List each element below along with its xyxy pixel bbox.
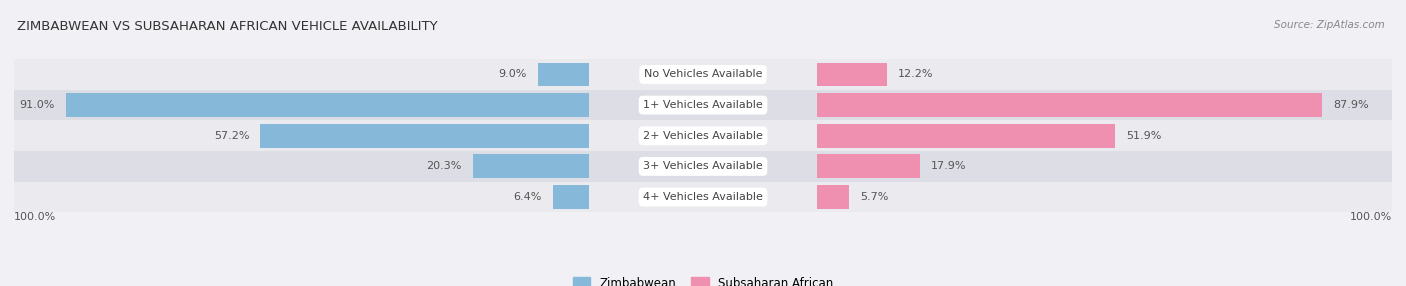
Text: 51.9%: 51.9% <box>1126 131 1161 141</box>
Text: 3+ Vehicles Available: 3+ Vehicles Available <box>643 161 763 171</box>
Bar <box>817 124 1115 148</box>
Text: 9.0%: 9.0% <box>498 69 526 80</box>
Text: 20.3%: 20.3% <box>426 161 461 171</box>
Bar <box>817 185 849 209</box>
Text: No Vehicles Available: No Vehicles Available <box>644 69 762 80</box>
Text: 17.9%: 17.9% <box>931 161 966 171</box>
Text: Source: ZipAtlas.com: Source: ZipAtlas.com <box>1274 20 1385 30</box>
Bar <box>817 63 887 86</box>
Text: 5.7%: 5.7% <box>860 192 889 202</box>
Text: 2+ Vehicles Available: 2+ Vehicles Available <box>643 131 763 141</box>
Text: 91.0%: 91.0% <box>20 100 55 110</box>
Text: 6.4%: 6.4% <box>513 192 541 202</box>
Text: 4+ Vehicles Available: 4+ Vehicles Available <box>643 192 763 202</box>
Bar <box>14 182 1392 212</box>
Text: 12.2%: 12.2% <box>898 69 934 80</box>
Bar <box>817 154 920 178</box>
Text: 1+ Vehicles Available: 1+ Vehicles Available <box>643 100 763 110</box>
Legend: Zimbabwean, Subsaharan African: Zimbabwean, Subsaharan African <box>568 272 838 286</box>
Bar <box>537 63 589 86</box>
Bar <box>14 120 1392 151</box>
Text: 87.9%: 87.9% <box>1333 100 1369 110</box>
Text: 100.0%: 100.0% <box>14 212 56 222</box>
Text: 100.0%: 100.0% <box>1350 212 1392 222</box>
Bar <box>66 93 589 117</box>
Bar <box>14 90 1392 120</box>
Bar <box>260 124 589 148</box>
Bar <box>817 93 1322 117</box>
Text: 57.2%: 57.2% <box>214 131 249 141</box>
Bar <box>14 151 1392 182</box>
Bar <box>472 154 589 178</box>
Text: ZIMBABWEAN VS SUBSAHARAN AFRICAN VEHICLE AVAILABILITY: ZIMBABWEAN VS SUBSAHARAN AFRICAN VEHICLE… <box>17 20 437 33</box>
Bar <box>14 59 1392 90</box>
Bar <box>553 185 589 209</box>
